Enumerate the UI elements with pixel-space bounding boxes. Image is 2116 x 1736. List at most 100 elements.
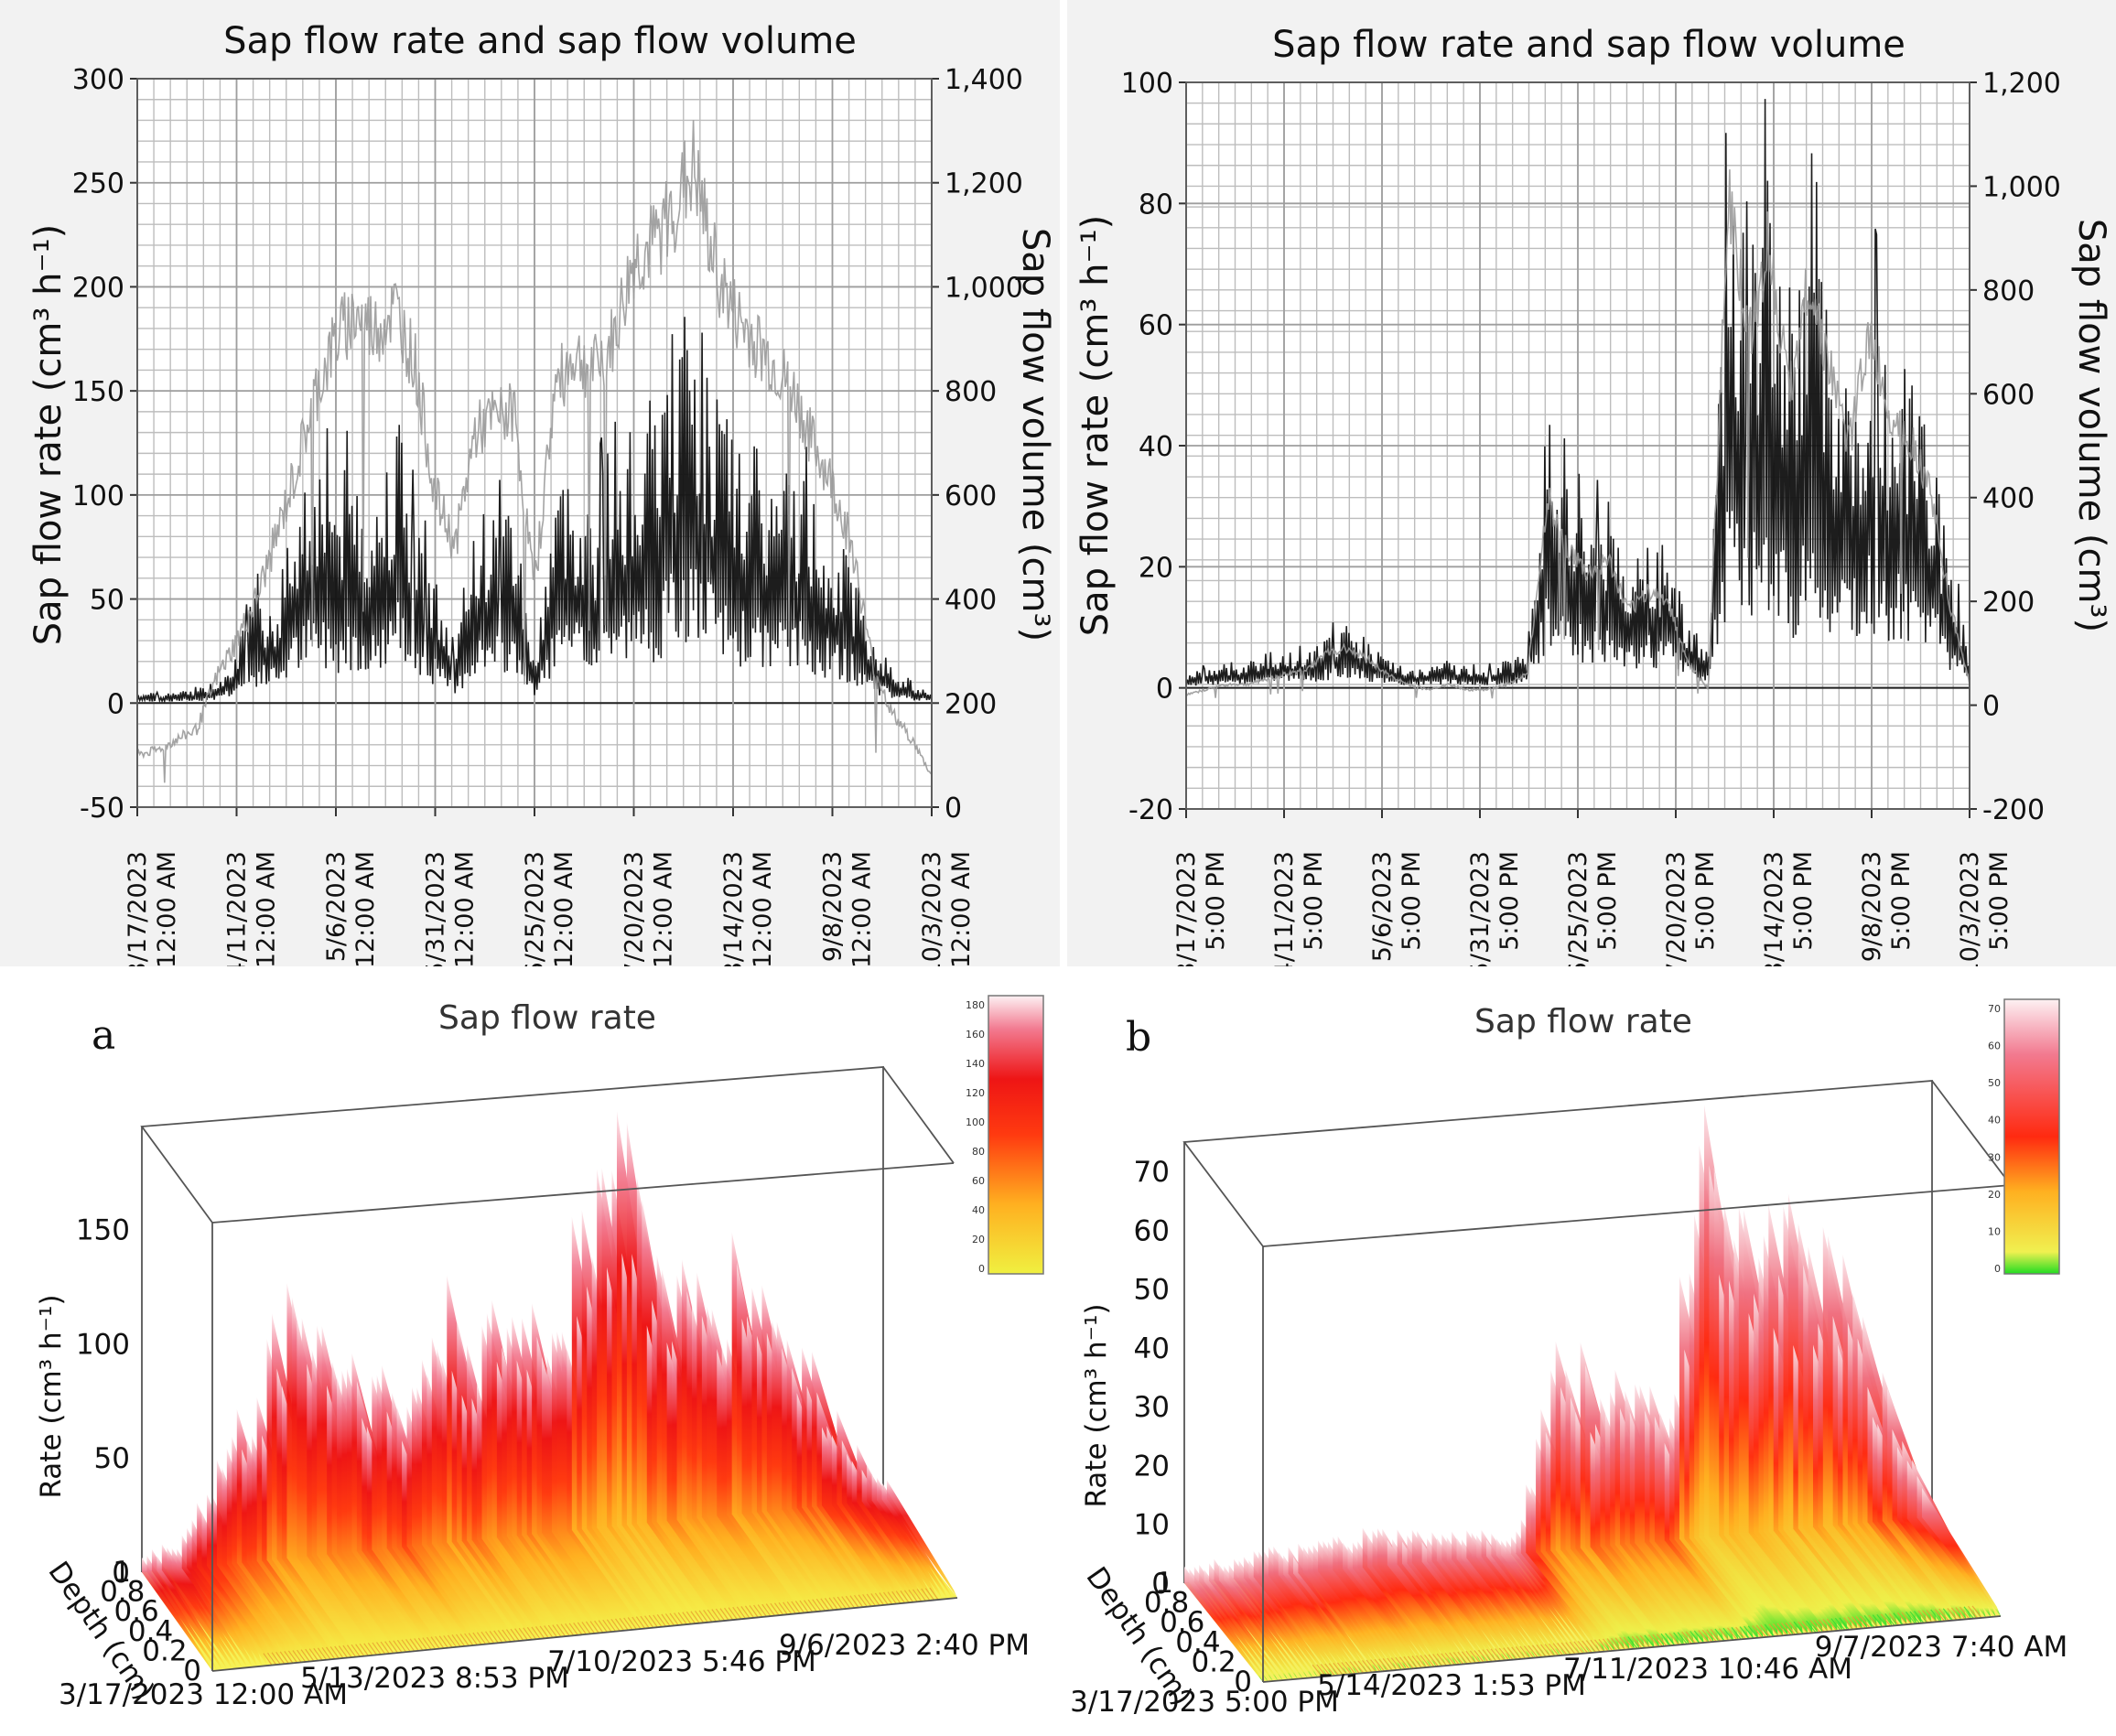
surface-base-tick: [870, 1593, 880, 1606]
surface-base-tick: [623, 1617, 633, 1631]
surface-base-tick: [1905, 1611, 1916, 1624]
surface-base-tick: [1420, 1655, 1430, 1668]
z-tick-label: 50: [1134, 1274, 1170, 1307]
surface-base-tick: [677, 1612, 687, 1625]
series-sap-flow-rate: [1185, 99, 1970, 686]
surface-base-tick: [1896, 1612, 1908, 1625]
surface-base-tick: [1752, 1624, 1763, 1638]
x-tick-label-time: 12:00 AM: [947, 851, 976, 966]
surface-base-tick: [1511, 1646, 1522, 1660]
surface-base-tick: [266, 1652, 277, 1666]
y2-tick-label: 0: [945, 793, 962, 825]
surface-base-tick: [355, 1644, 365, 1657]
surface-base-tick: [610, 1618, 621, 1632]
surface-base-tick: [1357, 1660, 1368, 1674]
surface-base-tick: [1665, 1633, 1676, 1646]
surface-base-tick: [317, 1647, 328, 1661]
surface-base-tick: [275, 1651, 286, 1665]
surface-base-tick: [497, 1630, 508, 1643]
surface-base-tick: [632, 1616, 642, 1630]
surface-base-tick: [698, 1610, 708, 1623]
surface-base-tick: [703, 1610, 713, 1623]
x-tick-label-date: 5/6/2023: [322, 851, 351, 962]
surface-base-tick: [1888, 1612, 1900, 1626]
surface-base-tick: [598, 1620, 608, 1633]
surface-base-tick: [1395, 1656, 1406, 1670]
surface-base-tick: [1585, 1640, 1597, 1653]
surface-base-tick: [308, 1648, 318, 1661]
surface-base-tick: [783, 1601, 793, 1615]
colorbar-tick-label: 10: [1988, 1225, 2001, 1237]
surface-base-tick: [305, 1648, 315, 1662]
surface-base-tick: [1457, 1651, 1468, 1665]
chart-bottom-b-svg: b Sap flow rate Rate (cm³ h⁻¹) Depth (cm…: [1070, 998, 2067, 1719]
surface-base-tick: [1755, 1624, 1767, 1638]
box-frame-right-top: [1931, 1080, 2012, 1186]
y-tick-label: 100: [1121, 68, 1173, 100]
surface-base-tick: [531, 1626, 541, 1640]
surface-base-tick: [761, 1603, 772, 1617]
surface-base-tick: [1552, 1643, 1563, 1656]
surface-base-tick: [568, 1623, 578, 1636]
y-axis-label: Sap flow rate (cm³ h⁻¹): [27, 224, 70, 646]
surface-base-tick: [1482, 1649, 1493, 1663]
surface-base-tick: [1614, 1637, 1625, 1651]
surface-base-tick: [1623, 1636, 1634, 1650]
surface-base-tick: [1424, 1654, 1435, 1667]
depth-tick-label: 0.4: [1175, 1626, 1220, 1659]
chart-title: Sap flow rate and sap flow volume: [1272, 24, 1905, 66]
z-tick-label: 10: [1134, 1509, 1170, 1542]
plot-frame: [136, 78, 933, 808]
colorbar-tick-label: 80: [972, 1146, 985, 1158]
surface-base-tick: [1722, 1627, 1733, 1641]
surface-base-tick: [1603, 1638, 1614, 1652]
depth-tick-label: 0.2: [142, 1634, 187, 1667]
surface-base-tick: [1344, 1661, 1356, 1675]
surface-base-tick: [1432, 1654, 1443, 1666]
surface-base-tick: [1639, 1634, 1651, 1648]
surface-base-tick: [1411, 1655, 1422, 1668]
surface-base-tick: [1320, 1664, 1332, 1677]
y2-tick-label: 800: [1982, 275, 2035, 307]
surface-base-tick: [1822, 1619, 1833, 1632]
surface-base-tick: [695, 1610, 705, 1623]
surface-base-tick: [1690, 1631, 1700, 1644]
y2-tick-label: 800: [945, 376, 997, 408]
surface-base-tick: [1863, 1615, 1874, 1628]
surface-base-tick: [1868, 1614, 1879, 1628]
surface-base-tick: [1656, 1634, 1668, 1646]
surface-base-tick: [674, 1612, 684, 1625]
depth-tick-label: 0.8: [100, 1576, 145, 1609]
depth-tick-label: 0.2: [1191, 1645, 1236, 1678]
z-tick-label: 30: [1134, 1391, 1170, 1424]
surface-base-tick: [594, 1620, 604, 1634]
chart-bottom-a-svg: a Sap flow rate Rate (cm³ h⁻¹) Depth (cm…: [35, 995, 1044, 1711]
surface-base-tick: [1809, 1620, 1820, 1634]
surface-base-tick: [1573, 1641, 1584, 1655]
surface-base-tick: [1872, 1614, 1884, 1627]
surface-base-tick: [883, 1591, 893, 1605]
surface-base-tick: [1710, 1629, 1722, 1642]
surface-base-tick: [900, 1590, 910, 1603]
surface-base-tick: [505, 1629, 516, 1642]
y2-tick-label: 400: [1982, 483, 2035, 515]
surface-base-tick: [577, 1622, 588, 1635]
surface-base-tick: [1760, 1624, 1771, 1637]
surface-base-tick: [1677, 1632, 1688, 1644]
surface-base-tick: [1387, 1657, 1398, 1671]
surface-base-tick: [640, 1615, 650, 1629]
surface-base-tick: [1495, 1648, 1506, 1661]
chart-top-left-svg: Sap flow rate and sap flow volume Sap fl…: [27, 20, 1056, 966]
surface-base-tick: [1826, 1618, 1838, 1632]
box-frame-front-top: [1262, 1184, 2012, 1247]
x-tick-label-time: 5:00 PM: [1202, 851, 1230, 951]
surface-base-tick: [1354, 1660, 1365, 1674]
surface-base-tick: [669, 1612, 679, 1626]
surface-base-tick: [1934, 1609, 1946, 1622]
x-tick-label-date: 6/25/2023: [521, 851, 549, 966]
surface-base-tick: [1814, 1619, 1825, 1633]
surface-base-tick: [627, 1617, 637, 1630]
surface-base-tick: [1416, 1655, 1427, 1668]
surface-base-tick: [1549, 1643, 1560, 1656]
surface-base-tick: [1876, 1613, 1887, 1627]
